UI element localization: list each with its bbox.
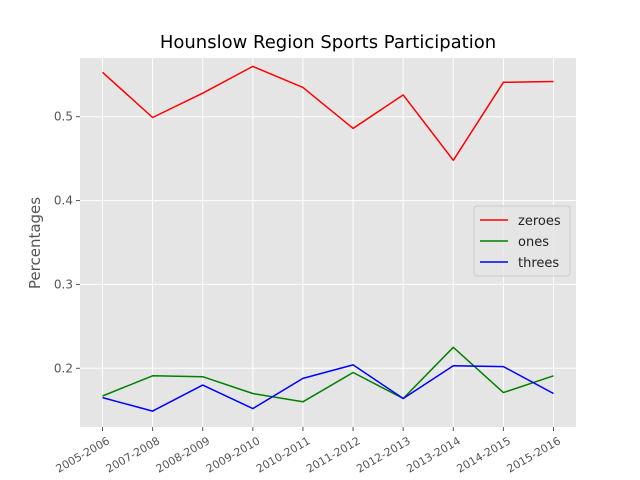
y-axis-label: Percentages [26,197,44,289]
y-tick-label: 0.3 [54,277,73,291]
y-axis-ticks: 0.2 0.3 0.4 0.5 [54,110,80,375]
legend-label-ones: ones [518,235,549,250]
series-layer [101,65,554,412]
series-line-ones [102,346,554,403]
y-tick-label: 0.2 [54,361,73,375]
series-line-threes [102,364,554,412]
legend-box [473,205,571,277]
y-tick-label: 0.4 [54,194,73,208]
legend: zeroes ones threes [473,205,571,277]
legend-label-threes: threes [518,256,559,271]
series-line-zeroes [101,65,554,162]
legend-label-zeroes: zeroes [518,214,561,229]
chart-title: Hounslow Region Sports Participation [160,32,496,53]
y-tick-label: 0.5 [54,110,73,124]
